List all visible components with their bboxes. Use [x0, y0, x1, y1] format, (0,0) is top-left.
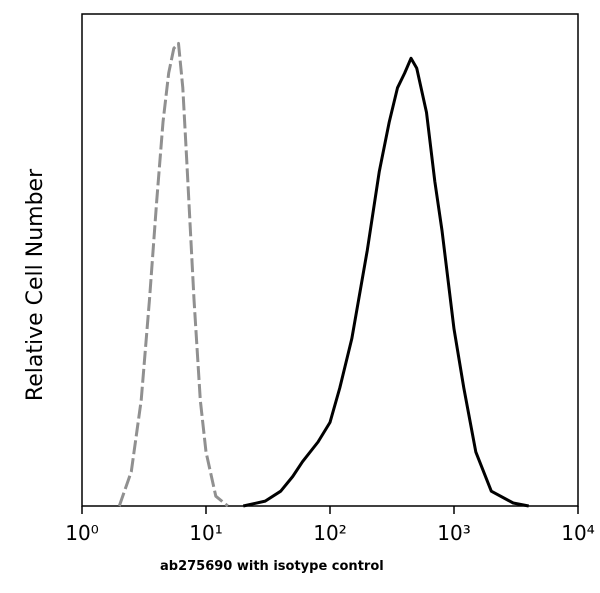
x-tick-label: 10² — [313, 521, 346, 545]
x-tick-label: 10¹ — [189, 521, 222, 545]
x-tick-label: 10⁴ — [561, 521, 594, 545]
caption: ab275690 with isotype control — [160, 559, 384, 574]
y-axis-label: Relative Cell Number — [23, 168, 48, 401]
histogram-line — [242, 56, 529, 508]
x-tick-label: 10⁰ — [65, 521, 98, 545]
plot-frame — [81, 13, 579, 507]
x-tick-label: 10³ — [437, 521, 470, 545]
histogram-line — [117, 42, 229, 508]
